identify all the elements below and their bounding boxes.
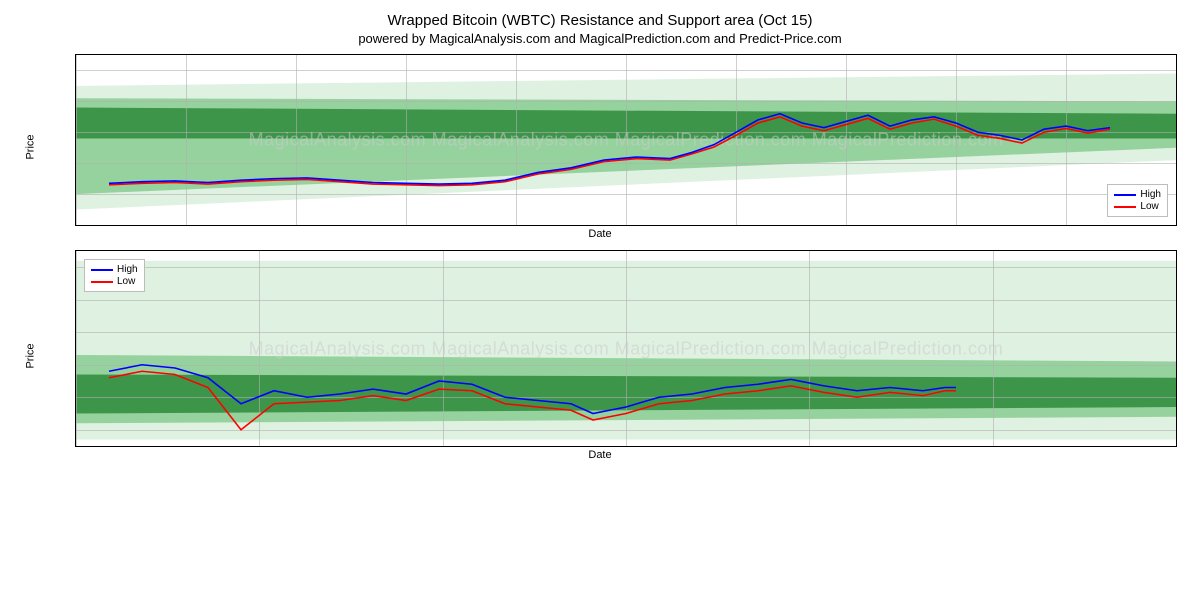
- legend: HighLow: [1107, 184, 1168, 217]
- chart-panel-bottom: Price 5000060000700008000090000100000202…: [20, 250, 1180, 461]
- high-price-line: [109, 114, 1110, 184]
- plot-area-top: 200004000060000800001000002023-032023-05…: [75, 54, 1177, 226]
- legend-item-low: Low: [91, 276, 138, 287]
- legend-item-high: High: [91, 264, 138, 275]
- chart-title: Wrapped Bitcoin (WBTC) Resistance and Su…: [10, 12, 1190, 29]
- legend-item-low: Low: [1114, 201, 1161, 212]
- chart-subtitle: powered by MagicalAnalysis.com and Magic…: [10, 31, 1190, 46]
- gridline-vertical: [1176, 251, 1177, 446]
- y-axis-label: Price: [25, 343, 37, 368]
- low-price-line: [109, 117, 1110, 186]
- x-axis-label: Date: [20, 449, 1180, 461]
- legend: HighLow: [84, 259, 145, 292]
- chart-panel-top: Price 200004000060000800001000002023-032…: [20, 54, 1180, 240]
- legend-item-high: High: [1114, 189, 1161, 200]
- x-axis-label: Date: [20, 228, 1180, 240]
- gridline-vertical: [1176, 55, 1177, 225]
- plot-area-bottom: 50000600007000080000900001000002024-08-0…: [75, 250, 1177, 447]
- y-axis-label: Price: [25, 134, 37, 159]
